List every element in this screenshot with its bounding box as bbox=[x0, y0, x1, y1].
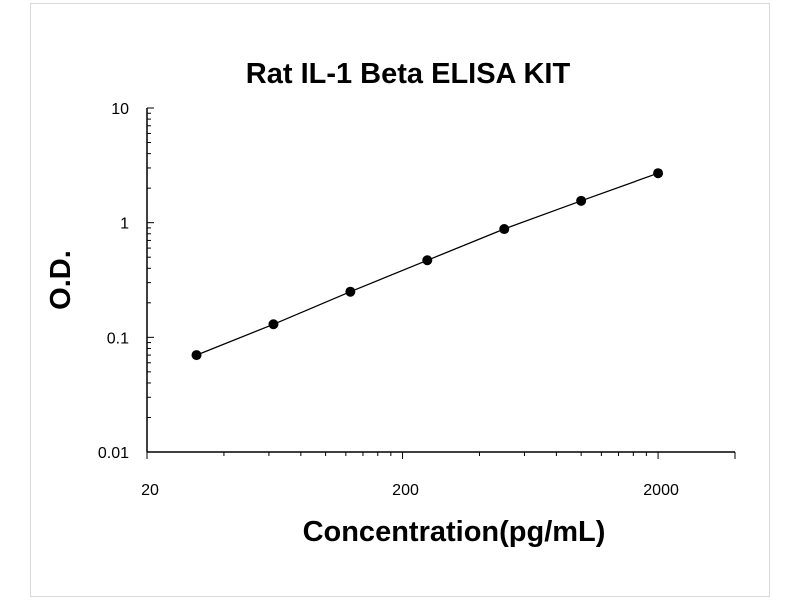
data-point bbox=[422, 255, 433, 266]
chart-title: Rat IL-1 Beta ELISA KIT bbox=[246, 58, 571, 90]
y-axis-label: O.D. bbox=[45, 250, 77, 310]
data-point bbox=[576, 195, 587, 206]
data-point bbox=[191, 350, 202, 361]
x-tick-label: 2000 bbox=[643, 482, 679, 499]
y-tick-label: 1 bbox=[120, 216, 129, 233]
x-axis-label: Concentration(pg/mL) bbox=[303, 516, 606, 548]
y-tick-label: 0.1 bbox=[107, 330, 129, 347]
data-point bbox=[499, 224, 510, 235]
data-point bbox=[653, 168, 664, 179]
axes: 10 1 0.1 0.01 20 200 2000 bbox=[98, 101, 736, 499]
data-point bbox=[268, 319, 279, 330]
y-tick-label: 0.01 bbox=[98, 445, 129, 462]
data-marks bbox=[191, 168, 664, 361]
x-tick-label: 20 bbox=[141, 482, 159, 499]
y-tick-label: 10 bbox=[111, 101, 129, 118]
x-tick-label: 200 bbox=[392, 482, 419, 499]
chart-frame bbox=[30, 3, 770, 597]
data-point bbox=[345, 286, 356, 297]
